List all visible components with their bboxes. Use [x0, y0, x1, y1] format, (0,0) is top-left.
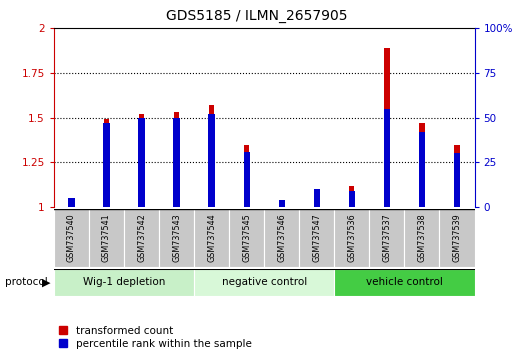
Text: GSM737545: GSM737545	[242, 213, 251, 262]
Bar	[69, 204, 74, 207]
Bar	[419, 123, 425, 207]
Bar	[334, 209, 369, 267]
Bar	[194, 209, 229, 267]
Bar	[54, 209, 89, 267]
Bar	[244, 144, 249, 207]
Bar	[419, 132, 425, 207]
Text: vehicle control: vehicle control	[366, 277, 443, 287]
Bar	[264, 209, 299, 267]
Legend: transformed count, percentile rank within the sample: transformed count, percentile rank withi…	[59, 326, 251, 349]
Bar	[54, 269, 194, 296]
Text: negative control: negative control	[222, 277, 307, 287]
Bar	[334, 269, 475, 296]
Bar	[68, 198, 74, 207]
Bar	[194, 269, 334, 296]
Text: GDS5185 / ILMN_2657905: GDS5185 / ILMN_2657905	[166, 9, 347, 23]
Bar	[209, 105, 214, 207]
Bar	[244, 152, 250, 207]
Text: Wig-1 depletion: Wig-1 depletion	[83, 277, 165, 287]
Text: GSM737540: GSM737540	[67, 213, 76, 262]
Bar	[159, 209, 194, 267]
Bar	[454, 154, 460, 207]
Bar	[349, 185, 354, 207]
Bar	[103, 123, 110, 207]
Bar	[173, 118, 180, 207]
Text: GSM737541: GSM737541	[102, 213, 111, 262]
Bar	[299, 209, 334, 267]
Bar	[404, 209, 440, 267]
Text: GSM737542: GSM737542	[137, 213, 146, 262]
Text: GSM737537: GSM737537	[382, 213, 391, 262]
Bar	[139, 118, 145, 207]
Bar	[139, 114, 144, 207]
Bar	[229, 209, 264, 267]
Bar	[124, 209, 159, 267]
Text: GSM737536: GSM737536	[347, 213, 357, 262]
Text: GSM737544: GSM737544	[207, 213, 216, 262]
Bar	[384, 48, 389, 207]
Bar	[279, 200, 284, 207]
Bar	[314, 189, 320, 207]
Text: GSM737538: GSM737538	[418, 213, 426, 262]
Text: GSM737547: GSM737547	[312, 213, 321, 262]
Bar	[349, 191, 355, 207]
Text: protocol: protocol	[5, 277, 48, 287]
Bar	[208, 114, 215, 207]
Bar	[384, 109, 390, 207]
Bar	[313, 189, 320, 207]
Text: GSM737539: GSM737539	[452, 213, 462, 262]
Bar	[104, 120, 109, 207]
Text: GSM737543: GSM737543	[172, 213, 181, 262]
Text: GSM737546: GSM737546	[277, 213, 286, 262]
Bar	[174, 112, 179, 207]
Bar	[455, 144, 460, 207]
Bar	[369, 209, 404, 267]
Bar	[89, 209, 124, 267]
Bar	[440, 209, 475, 267]
Bar	[279, 200, 285, 207]
Text: ▶: ▶	[42, 277, 51, 287]
